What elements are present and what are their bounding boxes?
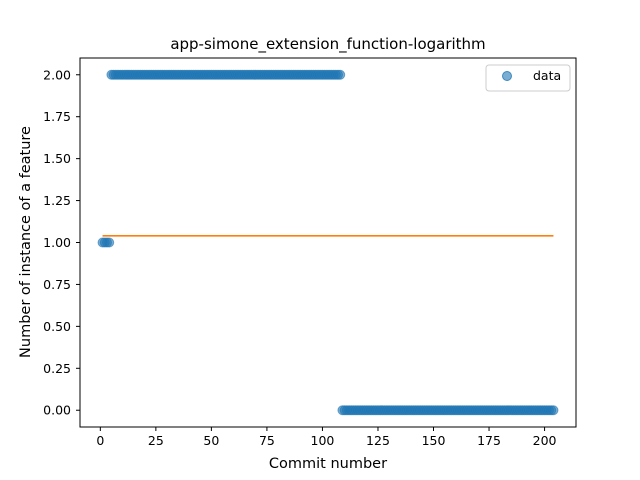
x-tick-label: 125 xyxy=(366,433,390,448)
y-axis-label: Number of instance of a feature xyxy=(18,126,34,358)
y-tick-label: 1.50 xyxy=(43,151,71,166)
x-tick-label: 25 xyxy=(148,433,164,448)
y-tick-label: 0.75 xyxy=(43,277,71,292)
x-axis-label: Commit number xyxy=(269,456,387,472)
data-point xyxy=(548,405,559,416)
y-axis-ticks: 0.00 0.25 0.50 0.75 1.00 1.25 1.50 1.75 2.00 xyxy=(43,67,80,418)
x-axis-ticks: 0 25 50 75 100 125 150 175 200 xyxy=(96,427,557,448)
x-tick-label: 50 xyxy=(203,433,219,448)
y-tick-label: 1.75 xyxy=(43,109,71,124)
legend: data xyxy=(485,64,571,92)
legend-marker xyxy=(502,71,512,81)
y-tick-label: 1.25 xyxy=(43,193,71,208)
x-tick-label: 175 xyxy=(477,433,501,448)
chart-title: app-simone_extension_function-logarithm xyxy=(170,35,485,54)
x-tick-label: 0 xyxy=(96,433,104,448)
x-tick-label: 200 xyxy=(533,433,557,448)
y-tick-label: 1.00 xyxy=(43,235,71,250)
data-point xyxy=(104,237,115,248)
legend-label: data xyxy=(533,68,561,83)
x-tick-label: 150 xyxy=(422,433,446,448)
y-tick-label: 0.00 xyxy=(43,403,71,418)
x-tick-label: 100 xyxy=(311,433,335,448)
x-tick-label: 75 xyxy=(259,433,275,448)
y-tick-label: 0.25 xyxy=(43,361,71,376)
y-tick-label: 0.50 xyxy=(43,319,71,334)
y-tick-label: 2.00 xyxy=(43,67,71,82)
plot-marks xyxy=(97,69,559,416)
data-point xyxy=(335,69,346,80)
